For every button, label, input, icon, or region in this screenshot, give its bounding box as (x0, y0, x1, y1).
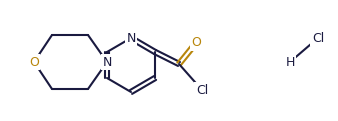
Text: O: O (29, 56, 39, 68)
Text: N: N (102, 56, 112, 68)
Text: Cl: Cl (196, 83, 208, 97)
Text: Cl: Cl (312, 31, 324, 45)
Text: H: H (285, 56, 295, 68)
Text: N: N (126, 31, 136, 45)
Text: O: O (191, 37, 201, 49)
